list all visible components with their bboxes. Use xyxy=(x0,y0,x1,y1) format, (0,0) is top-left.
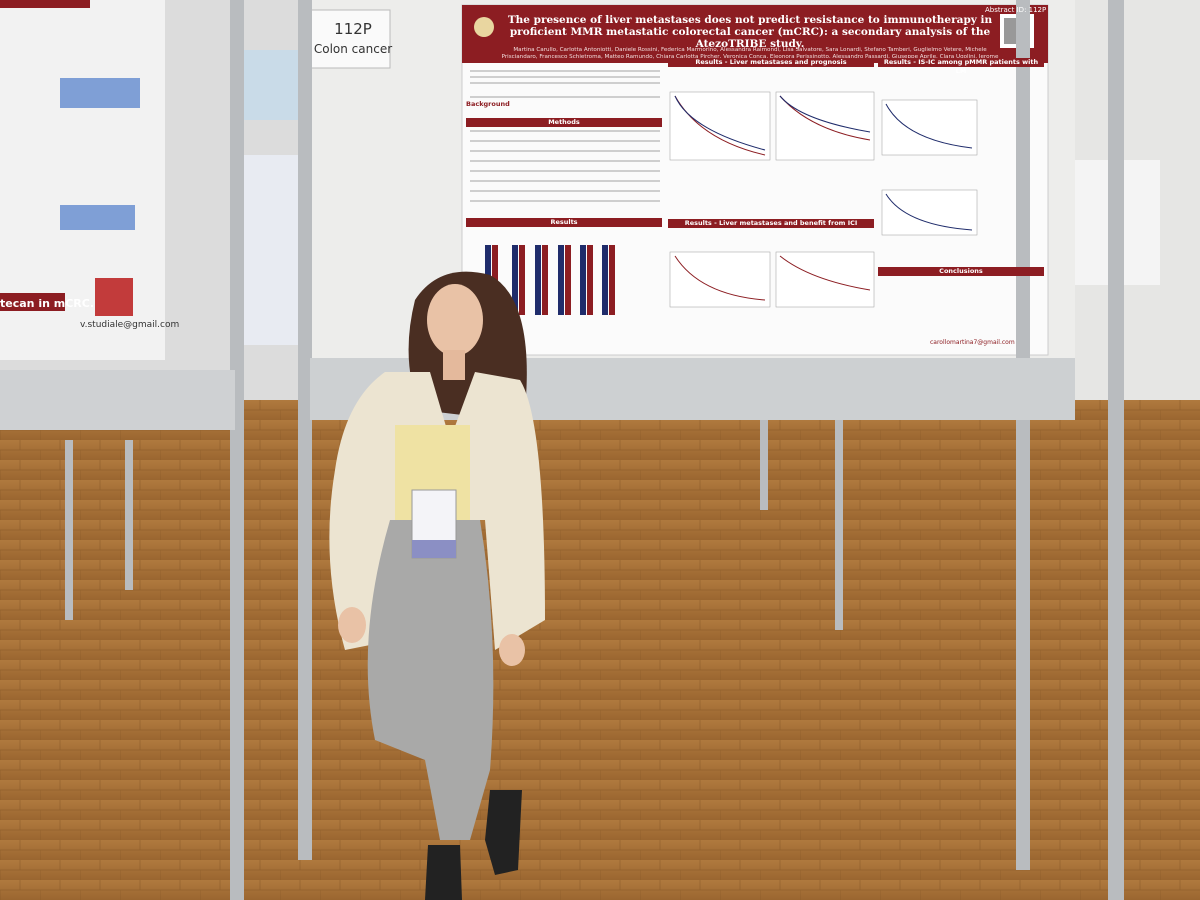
km-curve xyxy=(885,103,973,149)
figure-bar xyxy=(535,245,541,315)
hand xyxy=(499,634,525,666)
km-plot xyxy=(881,189,978,236)
km-curve xyxy=(779,95,871,133)
text-line xyxy=(470,200,660,202)
section-heading: Results xyxy=(466,218,662,227)
text-line xyxy=(470,70,660,72)
trousers xyxy=(367,520,494,840)
text-lines xyxy=(470,70,660,202)
km-curve xyxy=(674,95,766,156)
back-poster xyxy=(240,155,308,345)
km-curve xyxy=(674,255,766,301)
window xyxy=(235,50,300,120)
board-label xyxy=(309,9,391,69)
km-plot xyxy=(881,99,978,156)
hand xyxy=(338,607,366,643)
section-heading: Methods xyxy=(466,118,662,127)
figure-bar xyxy=(565,245,571,315)
left-poster-email: v.studiale@gmail.com xyxy=(80,320,180,330)
km-plot xyxy=(669,91,771,161)
left-banner xyxy=(0,0,90,8)
face xyxy=(427,284,483,356)
rail xyxy=(0,370,235,430)
neck xyxy=(443,350,465,380)
text-line xyxy=(470,190,660,192)
figure-bar xyxy=(587,245,593,315)
km-curve xyxy=(779,255,871,291)
poster-header xyxy=(462,5,1048,63)
section-heading: Results - IS-IC among pMMR patients with… xyxy=(878,58,1044,75)
pole xyxy=(1016,0,1030,870)
leg xyxy=(65,440,73,620)
text-line xyxy=(470,160,660,162)
logo xyxy=(474,17,494,37)
leg xyxy=(760,420,768,510)
section-heading: Results - Liver metastases and benefit f… xyxy=(668,219,874,228)
figure-bar xyxy=(519,245,525,315)
km-curves xyxy=(674,95,973,301)
abstract-id: Abstract ID: 112P xyxy=(985,6,1047,14)
shoe xyxy=(485,790,522,875)
km-curve xyxy=(885,193,973,231)
left-banner xyxy=(0,293,65,311)
km-curve xyxy=(674,95,766,151)
pole xyxy=(298,0,312,860)
text-line xyxy=(470,130,660,132)
pole xyxy=(1108,0,1124,900)
figure-bar xyxy=(512,245,518,315)
figure-bar xyxy=(542,245,548,315)
figure-bar xyxy=(580,245,586,315)
leg xyxy=(125,440,133,590)
figure-bar xyxy=(609,245,615,315)
text-line xyxy=(470,180,660,182)
section-heading: Background xyxy=(466,100,510,108)
figure-bar xyxy=(558,245,564,315)
badge-stripe xyxy=(412,540,456,558)
text-line xyxy=(470,170,660,172)
board-topic: Colon cancer xyxy=(313,42,393,56)
km-plot xyxy=(775,91,875,161)
left-table xyxy=(60,205,135,230)
text-line xyxy=(470,96,660,98)
poster-title: The presence of liver metastases does no… xyxy=(507,14,993,50)
text-line xyxy=(470,82,660,84)
section-heading: Conclusions xyxy=(878,267,1044,276)
shoe xyxy=(425,845,462,900)
figure-bar xyxy=(602,245,608,315)
km-plot xyxy=(669,251,771,308)
qr-code xyxy=(95,278,133,316)
floor xyxy=(0,400,1200,900)
text-line xyxy=(470,76,660,78)
text-line xyxy=(470,150,660,152)
section-heading: Results - Liver metastases and prognosis xyxy=(668,58,874,67)
person xyxy=(329,271,545,900)
leg xyxy=(835,420,843,630)
poster-email: carollomartina7@gmail.com xyxy=(930,339,1015,346)
pole xyxy=(230,0,244,900)
board-number: 112P xyxy=(334,20,372,38)
text-line xyxy=(470,140,660,142)
left-poster-headline: tecan in mCRC. xyxy=(0,297,95,310)
left-table xyxy=(60,78,140,108)
